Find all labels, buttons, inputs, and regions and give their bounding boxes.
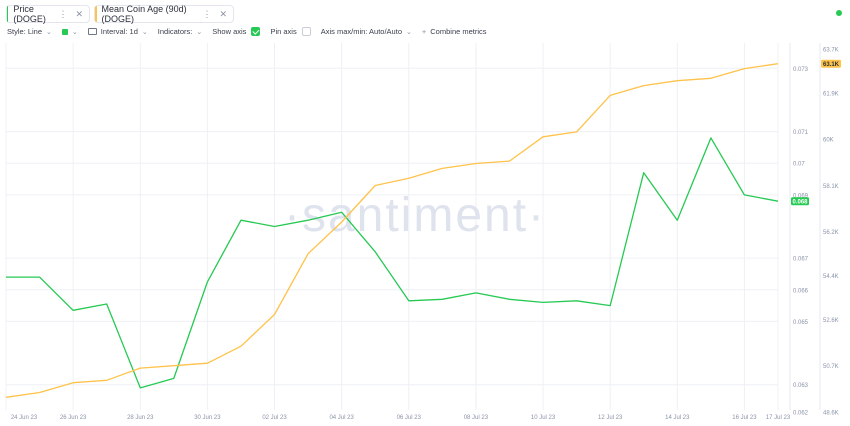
calendar-icon: [87, 28, 97, 35]
right-axis-tick-label: 54.4K: [823, 274, 839, 280]
last-value-badges: 0.068 63.1K: [791, 59, 841, 206]
chevron-down-icon: ⌄: [46, 28, 52, 36]
left-axis-tick-label: 0.062: [793, 411, 809, 417]
price-last-value-label: 0.068: [792, 199, 808, 205]
x-axis-tick-label: 24 Jun 23: [11, 415, 38, 421]
axis-maxmin-label: Axis max/min: Auto/Auto: [320, 27, 402, 36]
chart-series: [5, 63, 779, 398]
style-dropdown[interactable]: Style: Line ⌄: [7, 27, 52, 36]
x-axis-tick-label: 17 Jul 23: [766, 415, 791, 421]
chevron-down-icon: ⌄: [406, 28, 412, 36]
metric-label: Price (DOGE): [13, 4, 46, 24]
combine-metrics-button[interactable]: + Combine metrics: [422, 27, 487, 36]
x-axis-tick-label: 10 Jul 23: [531, 415, 556, 421]
x-axis-tick-label: 12 Jul 23: [598, 415, 623, 421]
right-axis-tick-label: 60K: [823, 138, 834, 144]
x-axis-tick-label: 26 Jun 23: [60, 415, 87, 421]
plus-icon: +: [421, 27, 427, 36]
right-axis-tick-label: 50.7K: [823, 364, 839, 370]
indicators-dropdown[interactable]: Indicators: ⌄: [158, 27, 202, 36]
x-axis-tick-label: 02 Jul 23: [262, 415, 287, 421]
pin-axis-toggle[interactable]: Pin axis: [270, 27, 311, 36]
metric-label: Mean Coin Age (90d) (DOGE): [101, 4, 187, 24]
style-label: Style: Line: [7, 27, 43, 36]
chevron-down-icon: ⌄: [141, 28, 148, 36]
left-axis-tick-label: 0.073: [793, 67, 809, 73]
x-axis-tick-label: 16 Jul 23: [732, 415, 757, 421]
more-vertical-icon[interactable]: ⋮: [202, 8, 212, 19]
left-axis-tick-label: 0.066: [793, 288, 809, 294]
right-axis-tick-label: 58.1K: [823, 184, 839, 190]
x-axis-tick-label: 30 Jun 23: [194, 415, 221, 421]
right-axis-tick-label: 48.6K: [823, 411, 839, 417]
right-axis: 48.6K 50.7K 52.6K 54.4K 56.2K 58.1K 60K 61.9K 63…: [823, 48, 839, 417]
right-axis-tick-label: 61.9K: [823, 91, 839, 97]
interval-dropdown[interactable]: Interval: 1d ⌄: [87, 27, 148, 36]
close-icon[interactable]: ✕: [219, 8, 227, 19]
chevron-down-icon: ⌄: [196, 28, 203, 36]
close-icon[interactable]: ✕: [75, 8, 83, 19]
show-axis-label: Show axis: [212, 27, 247, 36]
coin-age-last-value-label: 63.1K: [823, 62, 840, 68]
chevron-down-icon: ⌄: [71, 28, 78, 36]
left-axis-tick-label: 0.065: [793, 320, 809, 326]
chart-toolbar: Style: Line ⌄ ⌄ Interval: 1d ⌄ Indicators:…: [7, 27, 497, 36]
x-axis-tick-label: 04 Jul 23: [329, 415, 354, 421]
x-axis: 24 Jun 23 26 Jun 23 28 Jun 23 30 Jun 23 02 J…: [11, 415, 791, 421]
right-axis-tick-label: 52.6K: [823, 318, 839, 324]
chart-grid: [5, 43, 821, 410]
show-axis-checkbox[interactable]: [251, 27, 261, 36]
x-axis-tick-label: 08 Jul 23: [464, 415, 489, 421]
show-axis-toggle[interactable]: Show axis: [212, 27, 261, 36]
axis-maxmin-dropdown[interactable]: Axis max/min: Auto/Auto ⌄: [321, 27, 412, 36]
more-vertical-icon[interactable]: ⋮: [58, 8, 68, 19]
left-axis-tick-label: 0.07: [793, 162, 805, 168]
series-line-price: [6, 137, 779, 389]
left-axis-tick-label: 0.071: [793, 130, 809, 136]
interval-label: Interval: 1d: [100, 27, 138, 36]
metric-color-bar: [95, 6, 97, 22]
series-line-mean-coin-age: [5, 63, 779, 398]
left-axis-tick-label: 0.063: [793, 383, 809, 389]
color-swatch: [61, 28, 68, 35]
indicators-label: Indicators:: [157, 27, 193, 36]
x-axis-tick-label: 14 Jul 23: [665, 415, 690, 421]
watermark: ·santiment·: [284, 189, 546, 242]
combine-label: Combine metrics: [430, 27, 487, 36]
left-axis-tick-label: 0.069: [793, 193, 809, 199]
pin-axis-label: Pin axis: [270, 27, 297, 36]
metric-color-bar: [7, 6, 9, 22]
left-axis-tick-label: 0.067: [793, 257, 809, 263]
right-axis-tick-label: 63.7K: [823, 48, 839, 54]
price-last-value-badge: [791, 197, 809, 206]
left-axis: 0.062 0.063 0.065 0.066 0.067 0.069 0.07 0.071 0…: [793, 67, 809, 417]
color-dropdown[interactable]: ⌄: [61, 28, 78, 36]
pin-axis-checkbox[interactable]: [301, 27, 311, 36]
right-axis-tick-label: 56.2K: [823, 230, 839, 236]
coin-age-last-value-badge: [821, 59, 841, 68]
x-axis-tick-label: 28 Jun 23: [127, 415, 154, 421]
status-indicator: [836, 10, 842, 16]
metric-tab-price[interactable]: Price (DOGE) ⋮ ✕: [6, 4, 90, 24]
x-axis-tick-label: 06 Jul 23: [397, 415, 422, 421]
metric-tab-mean-coin-age[interactable]: Mean Coin Age (90d) (DOGE) ⋮ ✕: [94, 4, 234, 24]
